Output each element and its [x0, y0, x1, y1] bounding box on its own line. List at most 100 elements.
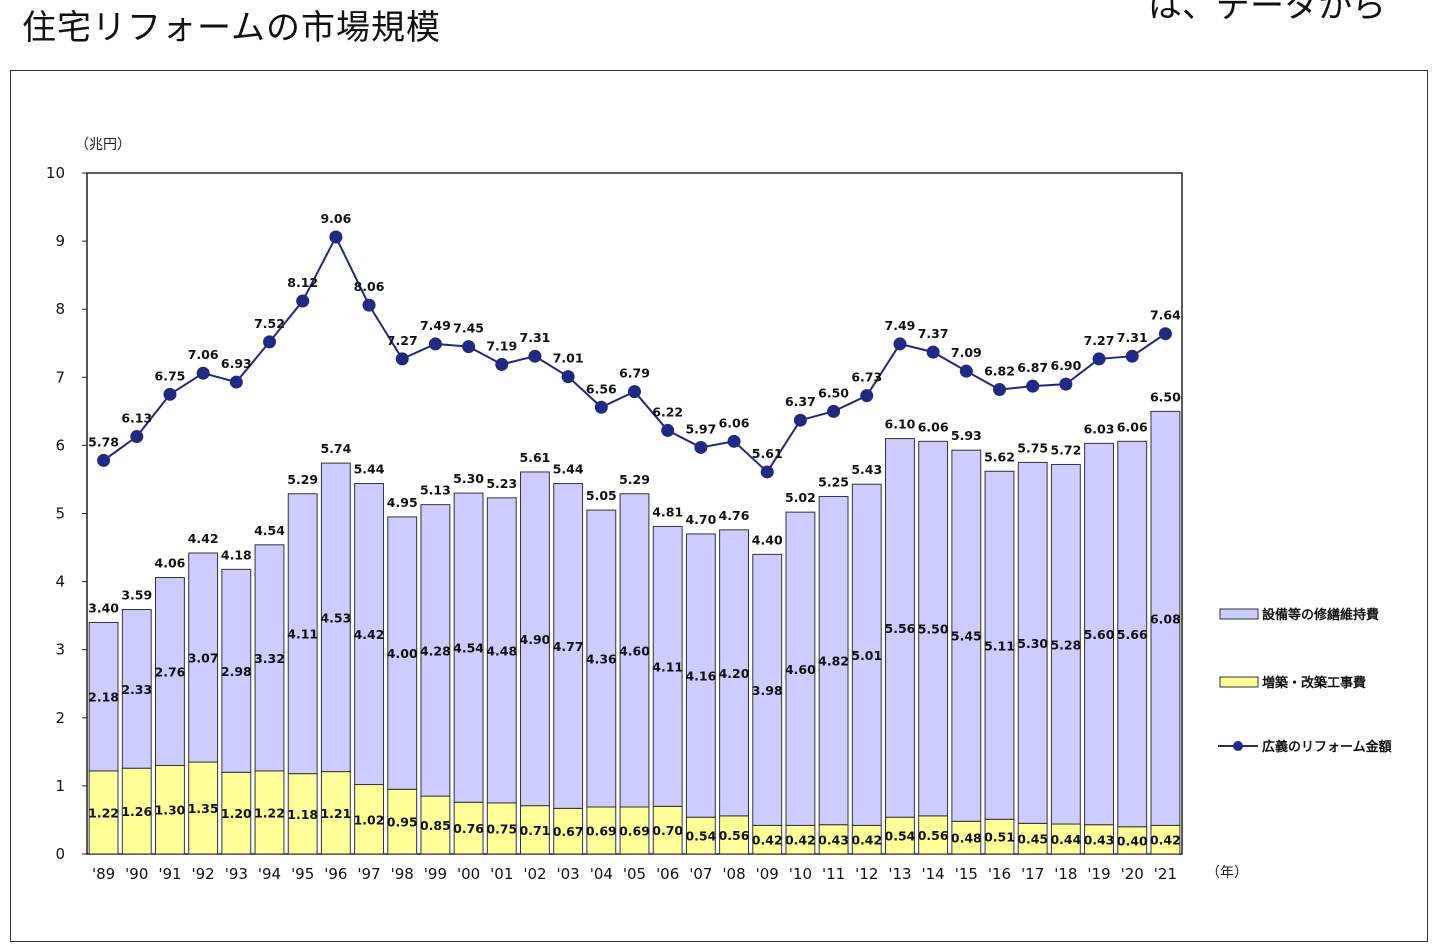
line-point-label: 7.31 [1117, 330, 1148, 345]
line-point [893, 337, 906, 350]
x-tick-label: '07 [689, 865, 712, 883]
line-point-label: 8.06 [354, 279, 385, 294]
y-tick-label: 9 [55, 232, 65, 250]
bar-total-label: 5.29 [619, 472, 650, 487]
line-point [263, 335, 276, 348]
page-title: 住宅リフォームの市場規模 [22, 0, 441, 49]
x-tick-label: '90 [125, 865, 148, 883]
line-point-label: 5.78 [88, 434, 119, 449]
line-point-label: 6.93 [221, 356, 252, 371]
bar-extension-label: 0.56 [719, 828, 750, 843]
bar-maintenance-label: 3.07 [188, 651, 219, 666]
bar-total-label: 3.59 [121, 588, 152, 603]
x-tick-label: '93 [225, 865, 248, 883]
bar-extension-label: 0.70 [652, 823, 683, 838]
bar-total-label: 5.93 [951, 428, 982, 443]
bar-extension-label: 1.35 [188, 801, 219, 816]
line-point [661, 424, 674, 437]
line-point-label: 7.52 [254, 316, 285, 331]
line-point [1059, 378, 1072, 391]
bar-extension-label: 0.51 [984, 830, 1015, 845]
line-point-label: 7.49 [885, 318, 916, 333]
bar-total-label: 4.70 [685, 512, 716, 527]
line-point-label: 7.27 [1084, 333, 1115, 348]
line-point-label: 6.75 [155, 368, 186, 383]
bar-total-label: 6.06 [918, 419, 949, 434]
line-point [1126, 350, 1139, 363]
line-point-label: 7.06 [188, 347, 219, 362]
y-tick-label: 2 [55, 709, 65, 727]
bar-maintenance-label: 2.33 [121, 682, 152, 697]
bar-total-label: 5.02 [785, 490, 816, 505]
bar-total-label: 6.03 [1084, 421, 1115, 436]
bar-maintenance-label: 5.66 [1117, 627, 1148, 642]
bar-maintenance-label: 4.11 [287, 627, 318, 642]
bar-maintenance-label: 4.36 [586, 652, 617, 667]
x-tick-label: '89 [92, 865, 115, 883]
line-point-label: 9.06 [320, 211, 351, 226]
y-tick-label: 7 [55, 368, 65, 386]
bar-extension-label: 0.42 [785, 833, 816, 848]
line-point-label: 7.19 [486, 338, 517, 353]
bar-maintenance-label: 4.82 [818, 654, 849, 669]
bar-maintenance-label: 5.45 [951, 629, 982, 644]
line-point-label: 7.37 [918, 326, 949, 341]
line-point-label: 7.49 [420, 318, 451, 333]
line-broad-reform [104, 237, 1166, 472]
x-tick-label: '05 [623, 865, 646, 883]
bar-extension-label: 0.95 [387, 815, 418, 830]
bar-extension-label: 1.20 [221, 806, 252, 821]
bar-total-label: 5.25 [818, 474, 849, 489]
bar-total-label: 5.30 [453, 471, 484, 486]
bar-total-label: 5.72 [1050, 442, 1081, 457]
bar-maintenance-label: 4.11 [652, 659, 683, 674]
line-point-label: 6.06 [719, 415, 750, 430]
bar-maintenance-label: 2.18 [88, 690, 119, 705]
x-tick-label: '09 [756, 865, 779, 883]
bar-maintenance-label: 3.98 [752, 683, 783, 698]
legend-swatch [1220, 677, 1258, 687]
x-tick-label: '21 [1154, 865, 1177, 883]
line-point-label: 5.61 [752, 446, 783, 461]
x-tick-label: '16 [988, 865, 1011, 883]
line-point-label: 6.50 [818, 385, 849, 400]
bar-maintenance-label: 5.01 [851, 648, 882, 663]
bar-maintenance-label: 5.28 [1050, 637, 1081, 652]
bar-maintenance-label: 4.77 [553, 639, 584, 654]
bar-extension-label: 0.45 [1017, 832, 1048, 847]
bar-total-label: 5.62 [984, 449, 1015, 464]
bar-total-label: 5.13 [420, 483, 451, 498]
legend-swatch [1220, 609, 1258, 619]
bar-total-label: 5.43 [851, 462, 882, 477]
y-unit-label: （兆円） [75, 137, 131, 153]
x-tick-label: '20 [1121, 865, 1144, 883]
line-point [562, 370, 575, 383]
line-point-label: 6.56 [586, 381, 617, 396]
bar-maintenance-label: 4.00 [387, 646, 418, 661]
line-point [296, 295, 309, 308]
clipped-header-text: は、データから [1148, 0, 1386, 27]
bar-extension-label: 0.54 [885, 829, 916, 844]
line-point [363, 299, 376, 312]
bar-extension-label: 0.71 [520, 823, 551, 838]
bar-maintenance-label: 4.16 [685, 669, 716, 684]
bar-extension-label: 1.22 [88, 805, 119, 820]
bar-extension-label: 0.48 [951, 831, 982, 846]
bar-extension-label: 1.02 [354, 812, 385, 827]
x-unit-label: （年） [1206, 865, 1248, 881]
x-tick-label: '95 [291, 865, 314, 883]
line-point-label: 6.73 [851, 370, 882, 385]
x-tick-label: '96 [324, 865, 347, 883]
line-point [163, 388, 176, 401]
bar-extension-label: 0.43 [818, 832, 849, 847]
bar-total-label: 5.23 [486, 476, 517, 491]
x-tick-label: '04 [590, 865, 613, 883]
bar-extension-label: 0.67 [553, 824, 584, 839]
x-tick-label: '02 [523, 865, 546, 883]
bar-extension-label: 1.18 [287, 807, 318, 822]
line-point [595, 401, 608, 414]
bar-maintenance-label: 4.90 [520, 632, 551, 647]
bar-total-label: 6.50 [1150, 389, 1181, 404]
x-tick-label: '08 [722, 865, 745, 883]
x-tick-label: '01 [490, 865, 513, 883]
